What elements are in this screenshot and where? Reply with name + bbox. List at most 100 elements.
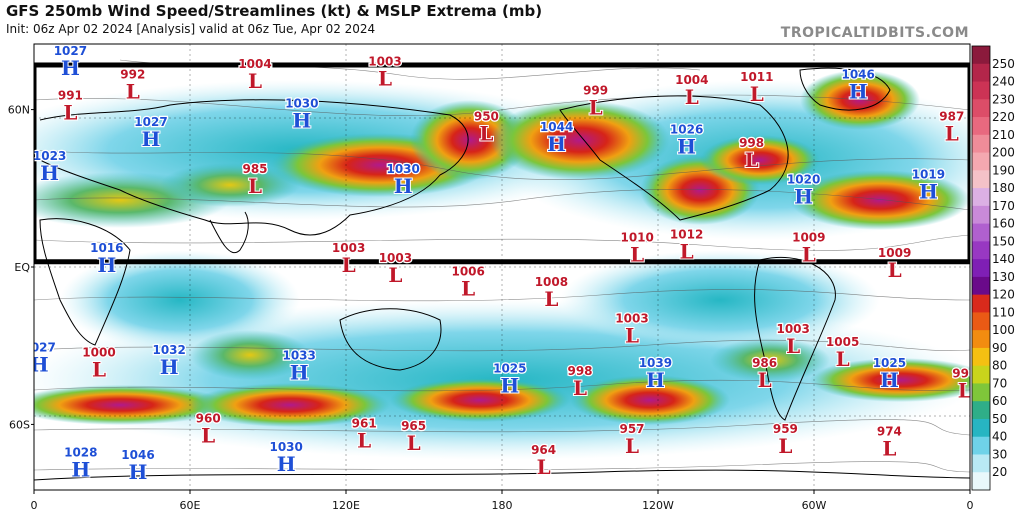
colorbar-tick-label: 30 xyxy=(992,447,1007,461)
pressure-value: 1039 xyxy=(639,356,672,370)
low-symbol: L xyxy=(126,80,140,104)
colorbar-tick-label: 200 xyxy=(992,146,1015,160)
longitude-label: 120W xyxy=(642,499,674,512)
high-symbol: H xyxy=(160,355,179,379)
pressure-value: 1004 xyxy=(238,57,271,71)
colorbar-swatch xyxy=(972,134,990,154)
colorbar-swatch xyxy=(972,365,990,384)
low-symbol: L xyxy=(778,434,792,458)
colorbar-swatch xyxy=(972,223,990,242)
pressure-value: 991 xyxy=(58,89,83,103)
low-symbol: L xyxy=(630,242,644,266)
pressure-value: 1030 xyxy=(386,162,419,176)
pressure-value: 1003 xyxy=(615,312,648,326)
colorbar-swatch xyxy=(972,418,990,438)
streamlines xyxy=(34,59,970,473)
low-symbol: L xyxy=(407,431,421,455)
low-symbol: L xyxy=(201,423,215,447)
header: GFS 250mb Wind Speed/Streamlines (kt) & … xyxy=(6,2,542,36)
longitude-label: 120E xyxy=(332,499,360,512)
colorbar-swatch xyxy=(972,241,990,260)
colorbar-tick-label: 90 xyxy=(992,341,1007,355)
low-symbol: L xyxy=(888,258,902,282)
pressure-value: 950 xyxy=(474,110,499,124)
latitude-label: 60S xyxy=(9,418,30,431)
colorbar-tick-label: 220 xyxy=(992,110,1015,124)
pressure-value: 957 xyxy=(619,422,644,436)
colorbar-swatch xyxy=(972,188,990,207)
low-symbol: L xyxy=(882,436,896,460)
colorbar-swatch xyxy=(972,63,990,83)
longitude-label: 180 xyxy=(492,499,513,512)
pressure-value: 998 xyxy=(567,364,592,378)
pressure-value: 1000 xyxy=(82,346,115,360)
colorbar-swatch xyxy=(972,347,990,367)
high-symbol: H xyxy=(849,80,868,104)
low-symbol: L xyxy=(342,253,356,277)
colorbar-tick-label: 250 xyxy=(992,57,1015,71)
latitude-label: EQ xyxy=(14,261,30,274)
colorbar-swatch xyxy=(972,436,990,455)
pressure-value: 1011 xyxy=(740,70,773,84)
colorbar-swatch xyxy=(972,454,990,473)
high-symbol: H xyxy=(290,360,309,384)
colorbar-swatch xyxy=(972,330,990,349)
high-symbol: H xyxy=(646,368,665,392)
pressure-value: 1009 xyxy=(792,230,825,244)
high-symbol: H xyxy=(71,457,90,481)
pressure-value: 1003 xyxy=(368,54,401,68)
low-symbol: L xyxy=(750,82,764,106)
pressure-value: 1046 xyxy=(121,448,154,462)
colorbar-swatch xyxy=(972,294,990,313)
colorbar-tick-label: 210 xyxy=(992,128,1015,142)
pressure-value: 1009 xyxy=(878,246,911,260)
colorbar-tick-label: 170 xyxy=(992,199,1015,213)
high-symbol: H xyxy=(500,373,519,397)
latitude-label: 60N xyxy=(8,104,30,117)
colorbar-tick-label: 100 xyxy=(992,323,1015,337)
colorbar-tick-label: 120 xyxy=(992,288,1015,302)
low-symbol: L xyxy=(625,434,639,458)
pressure-value: 964 xyxy=(531,443,556,457)
colorbar-swatch xyxy=(972,117,990,136)
colorbar-tick-label: 110 xyxy=(992,305,1015,319)
pressure-value: 1005 xyxy=(826,335,859,349)
pressure-value: 1023 xyxy=(33,149,66,163)
pressure-value: 1003 xyxy=(379,251,412,265)
low-symbol: L xyxy=(745,148,759,172)
pressure-value: 987 xyxy=(939,110,964,124)
colorbar-swatch xyxy=(972,170,990,189)
high-symbol: H xyxy=(97,253,116,277)
low-symbol: L xyxy=(248,69,262,93)
colorbar: 250 240 230 220 210 200 190 180 170 160 150 140 130 1… xyxy=(971,45,1015,491)
pressure-value: 1016 xyxy=(90,241,123,255)
map-title: GFS 250mb Wind Speed/Streamlines (kt) & … xyxy=(6,2,543,20)
low-symbol: L xyxy=(958,379,972,403)
pressure-value: 985 xyxy=(242,162,267,176)
high-symbol: H xyxy=(919,179,938,203)
